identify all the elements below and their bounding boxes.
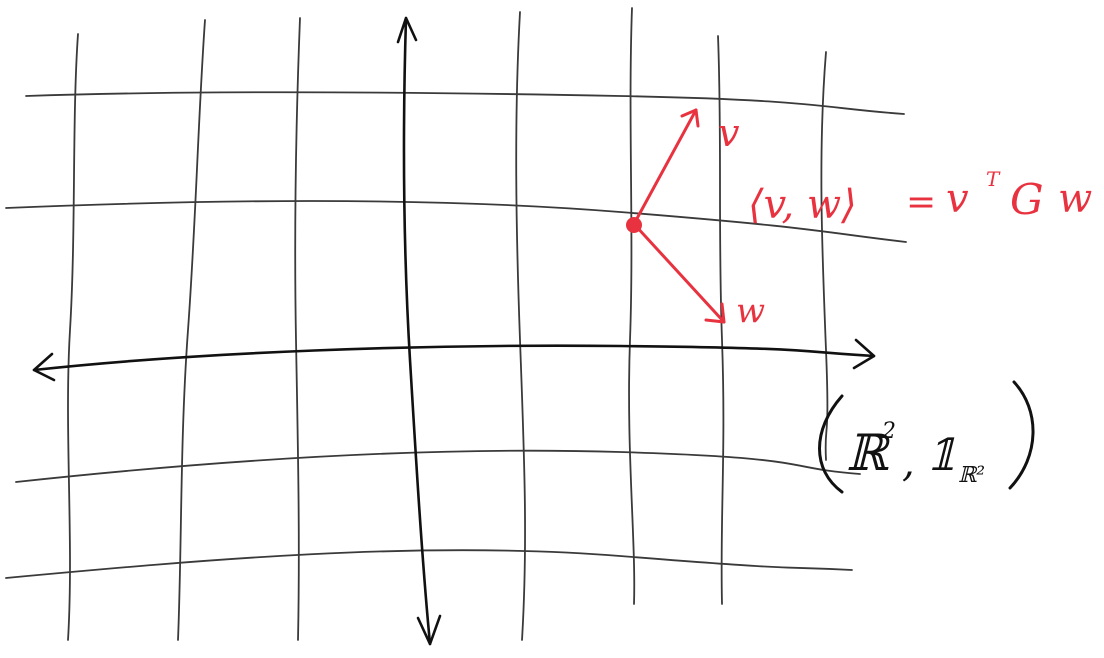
x-axis-left-arrowhead: [32, 352, 56, 382]
grid-vertical-line: [294, 17, 301, 641]
y-axis-top-arrowhead: [396, 16, 418, 44]
inner-product-rhs-metric: G: [1010, 175, 1044, 224]
grid-vertical-line: [515, 11, 526, 641]
grid-horizontal-line: [5, 549, 853, 579]
vector-w-label: w: [736, 291, 765, 331]
space-right-paren: [1008, 380, 1035, 490]
grid-horizontal-line: [15, 449, 861, 483]
space-metric-symbol: 𝟙: [926, 430, 957, 481]
space-left-paren: [818, 394, 844, 494]
x-axis-right-arrowhead: [852, 338, 876, 370]
grid-vertical-lines: [67, 7, 829, 641]
space-label: ℝ 2 , 𝟙 ℝ²: [818, 380, 1035, 494]
inner-product-formula: ⟨v, w⟩ = v T G w: [748, 167, 1092, 228]
vector-w-arrow: [632, 222, 726, 324]
grid-vertical-line: [628, 7, 636, 605]
y-axis-bottom-arrowhead: [416, 614, 442, 646]
vector-v-arrow: [632, 108, 698, 226]
vector-w-arrowhead: [704, 302, 726, 324]
grid-vertical-line: [717, 35, 725, 605]
x-axis: [32, 344, 876, 372]
grid-horizontal-line: [25, 91, 905, 115]
inner-product-rhs-transpose: T: [986, 167, 1001, 191]
y-axis: [402, 16, 432, 646]
space-symbol-R-exponent: 2: [881, 419, 896, 444]
inner-product-rhs-v: v: [946, 176, 969, 222]
grid-vertical-line: [177, 19, 206, 641]
grid-horizontal-line: [5, 200, 907, 243]
inner-product-lhs: ⟨v, w⟩: [748, 182, 857, 228]
tangent-vectors: v w: [626, 108, 765, 331]
grid-vertical-line: [67, 33, 79, 641]
vector-v-arrowhead: [680, 108, 700, 128]
grid-horizontal-lines: [5, 91, 907, 579]
inner-product-rhs-w: w: [1058, 176, 1092, 222]
base-point: [626, 217, 642, 233]
space-symbol-R: ℝ: [846, 424, 891, 482]
vector-v-label: v: [718, 111, 740, 155]
axes: [32, 16, 876, 646]
grid-vertical-line: [820, 51, 829, 461]
space-comma: ,: [902, 440, 915, 486]
space-metric-subscript: ℝ²: [958, 463, 985, 488]
inner-product-equals: =: [906, 182, 936, 223]
